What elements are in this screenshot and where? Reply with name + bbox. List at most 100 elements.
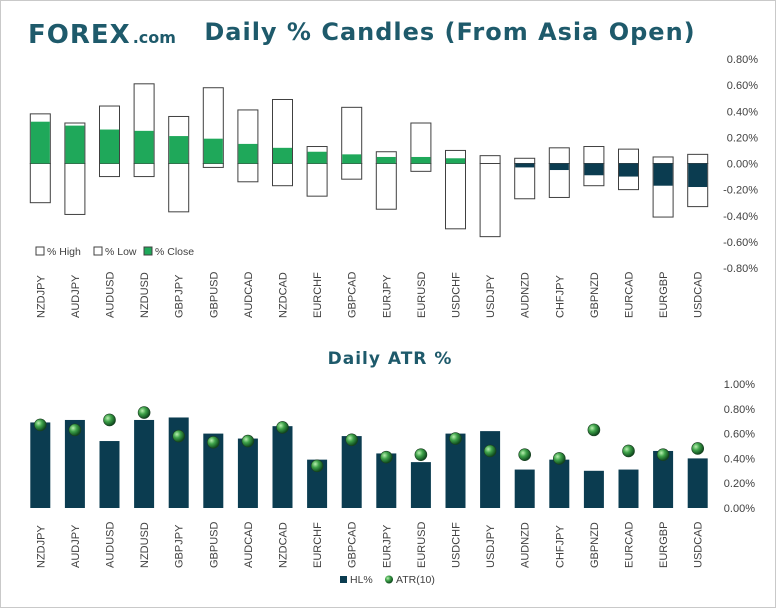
legend-label: ATR(10) <box>396 574 435 586</box>
x-tick-label: GBPCAD <box>347 271 359 318</box>
x-tick-label: USDCAD <box>693 271 705 318</box>
x-tick-label: EURCHF <box>312 272 324 318</box>
legend-label: % Close <box>155 246 194 258</box>
legend-swatch <box>340 576 347 583</box>
atr-marker <box>483 444 497 458</box>
close-bar <box>688 163 708 188</box>
x-tick-label: CHFJPY <box>554 525 566 568</box>
low-bar <box>445 163 466 230</box>
hl-bar <box>64 419 85 508</box>
hl-bar <box>549 459 570 508</box>
x-tick-label: AUDNZD <box>520 522 532 568</box>
atr-marker <box>656 448 670 461</box>
x-tick-label: GBPCAD <box>347 521 359 568</box>
atr-marker <box>310 459 324 473</box>
x-tick-label: AUDUSD <box>105 271 117 318</box>
x-tick-label: GBPUSD <box>208 271 220 318</box>
x-tick-label: EURCAD <box>624 271 636 318</box>
close-bar <box>30 121 50 164</box>
hl-bar <box>134 419 155 508</box>
high-bar <box>548 147 570 164</box>
atr-chart-title: Daily ATR % <box>327 349 453 369</box>
atr-marker <box>68 423 82 437</box>
x-tick-label: CHFJPY <box>554 275 566 318</box>
low-bar <box>133 163 155 178</box>
x-tick-label: USDCHF <box>451 272 463 318</box>
x-tick-label: USDJPY <box>485 524 497 568</box>
x-tick-label: AUDJPY <box>70 524 82 568</box>
hl-bar <box>30 422 51 508</box>
x-tick-label: USDJPY <box>485 274 497 318</box>
hl-bar <box>618 469 639 508</box>
legend-label: % Low <box>105 246 137 258</box>
x-tick-label: NZDCAD <box>278 522 290 568</box>
hl-bar <box>583 470 604 508</box>
high-bar <box>652 156 674 164</box>
atr-marker <box>207 435 220 449</box>
low-bar <box>202 163 224 168</box>
y-tick-label: 0.40% <box>727 106 758 118</box>
y-tick-label: 0.00% <box>727 159 758 171</box>
atr-marker <box>241 434 255 448</box>
atr-marker <box>345 433 359 447</box>
candles-chart: 0.80% 0.60% 0.40% 0.20% 0.00% -0.20% -0.40% -0.… <box>29 54 758 318</box>
atr-marker <box>518 448 532 461</box>
x-tick-label: GBPNZD <box>589 522 601 568</box>
close-bar <box>411 156 431 164</box>
candles-chart-title: Daily % Candles (From Asia Open) <box>204 18 696 46</box>
high-bar <box>479 155 501 165</box>
close-bar <box>169 136 189 164</box>
low-bar <box>237 163 259 183</box>
legend-swatch <box>143 246 153 256</box>
x-tick-label: AUDCAD <box>243 521 255 568</box>
atr-chart: 1.00% 0.80% 0.60% 0.40% 0.20% 0.00% NZDJPY AUDJ… <box>30 379 755 586</box>
low-bar <box>64 163 86 215</box>
hl-bar <box>341 436 362 508</box>
close-bar <box>619 163 638 177</box>
low-bar <box>341 163 363 180</box>
close-bar <box>342 154 362 164</box>
high-bar <box>618 148 639 165</box>
x-tick-label: NZDUSD <box>139 522 151 568</box>
atr-marker <box>379 450 393 464</box>
close-bar <box>65 125 85 164</box>
x-tick-label: EURJPY <box>381 274 393 318</box>
x-tick-label: NZDJPY <box>35 525 47 568</box>
y-tick-label: 0.60% <box>727 80 758 92</box>
x-tick-label: EURCAD <box>624 521 636 568</box>
y-tick-label: 0.00% <box>724 503 755 515</box>
close-bar <box>376 156 396 164</box>
low-bar <box>306 163 328 197</box>
low-bar <box>168 163 190 213</box>
hl-bar <box>307 459 328 508</box>
low-bar <box>29 163 51 204</box>
legend-label: % High <box>47 246 81 258</box>
close-bar <box>134 130 154 164</box>
low-bar <box>272 163 293 187</box>
hl-bar <box>203 433 224 508</box>
low-bar <box>99 163 120 178</box>
x-tick-label: AUDCAD <box>243 271 255 318</box>
atr-marker <box>33 418 47 432</box>
y-tick-label: -0.80% <box>723 263 758 275</box>
x-tick-label: NZDCAD <box>278 272 290 318</box>
atr-marker <box>622 444 635 458</box>
logo-suffix: .com <box>132 28 176 47</box>
close-bar <box>653 163 673 186</box>
y-tick-label: -0.40% <box>723 211 758 223</box>
close-bar <box>515 163 535 168</box>
y-tick-label: 1.00% <box>724 379 755 391</box>
x-tick-label: GBPUSD <box>208 521 220 568</box>
hl-bar <box>272 426 293 508</box>
logo-word: FOREX <box>28 20 131 50</box>
y-tick-label: -0.20% <box>723 185 758 197</box>
atr-marker <box>172 429 185 443</box>
x-tick-label: EURJPY <box>381 524 393 568</box>
atr-marker <box>137 406 151 419</box>
y-tick-label: 0.20% <box>724 478 755 490</box>
x-tick-label: GBPJPY <box>174 274 186 318</box>
hl-bar <box>653 450 674 508</box>
hl-bar <box>480 431 501 508</box>
legend-label: HL% <box>350 574 373 586</box>
